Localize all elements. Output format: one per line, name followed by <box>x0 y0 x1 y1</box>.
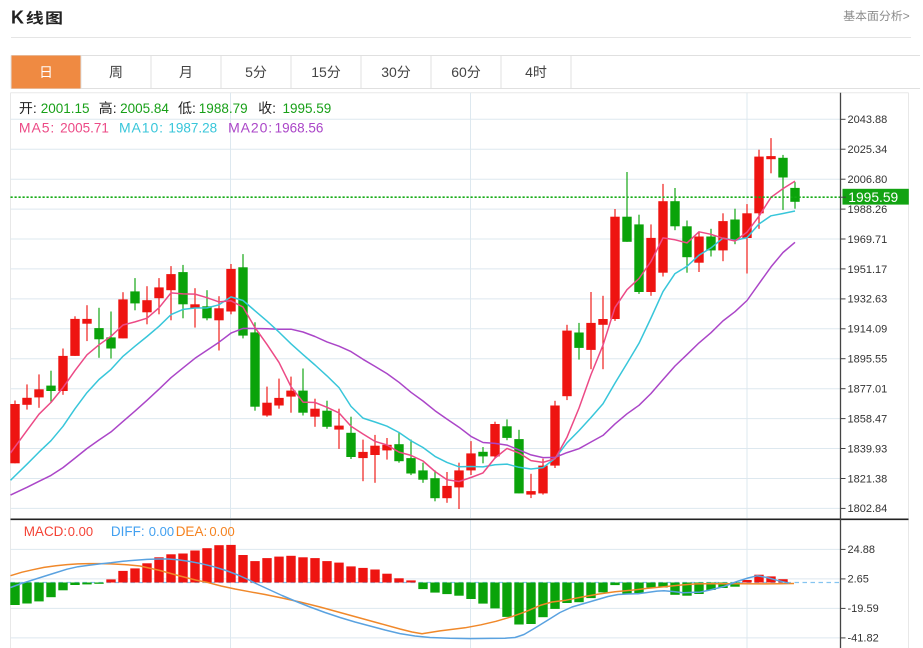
svg-text:1988.26: 1988.26 <box>848 204 888 216</box>
svg-text:1969.71: 1969.71 <box>848 234 888 246</box>
svg-text:MACD:: MACD: <box>24 524 67 539</box>
svg-text:1968.56: 1968.56 <box>275 121 324 136</box>
svg-text:MA10:: MA10: <box>119 120 164 136</box>
svg-text:>: > <box>903 9 910 23</box>
svg-text:15: 15 <box>311 64 327 80</box>
svg-text:MA5:: MA5: <box>19 120 55 136</box>
svg-text:1877.01: 1877.01 <box>848 384 888 396</box>
svg-text:2005.84: 2005.84 <box>120 101 169 116</box>
svg-text::: : <box>272 100 276 116</box>
svg-text:2005.71: 2005.71 <box>60 121 109 136</box>
svg-text:1995.59: 1995.59 <box>283 101 332 116</box>
svg-text:2006.80: 2006.80 <box>848 174 888 186</box>
svg-text:-19.59: -19.59 <box>848 603 879 615</box>
svg-text:DIFF:: DIFF: <box>111 524 145 539</box>
svg-text:1858.47: 1858.47 <box>848 413 888 425</box>
svg-text:0.00: 0.00 <box>149 524 174 539</box>
svg-text:1802.84: 1802.84 <box>848 503 888 515</box>
svg-text:1932.63: 1932.63 <box>848 294 888 306</box>
svg-text:1839.93: 1839.93 <box>848 443 888 455</box>
svg-text:2001.15: 2001.15 <box>41 101 90 116</box>
svg-text:0.00: 0.00 <box>68 524 93 539</box>
svg-text:4: 4 <box>525 64 533 80</box>
svg-text:30: 30 <box>381 64 397 80</box>
svg-text::: : <box>33 100 37 116</box>
svg-text:24.88: 24.88 <box>848 544 876 556</box>
svg-text::: : <box>113 100 117 116</box>
svg-text:DEA:: DEA: <box>176 524 208 539</box>
svg-text:K: K <box>11 7 24 27</box>
svg-text:1951.17: 1951.17 <box>848 264 888 276</box>
svg-text:60: 60 <box>451 64 467 80</box>
svg-text:1987.28: 1987.28 <box>168 121 217 136</box>
svg-text:MA20:: MA20: <box>228 120 273 136</box>
svg-text:5: 5 <box>245 64 253 80</box>
svg-text::: : <box>192 100 196 116</box>
svg-text:1988.79: 1988.79 <box>199 101 248 116</box>
svg-text:0.00: 0.00 <box>209 524 234 539</box>
svg-text:1821.38: 1821.38 <box>848 473 888 485</box>
svg-text:1914.09: 1914.09 <box>848 324 888 336</box>
svg-text:2043.88: 2043.88 <box>848 114 888 126</box>
svg-text:2.65: 2.65 <box>848 574 869 586</box>
svg-text:1995.59: 1995.59 <box>848 190 898 205</box>
svg-text:1895.55: 1895.55 <box>848 354 888 366</box>
svg-text:2025.34: 2025.34 <box>848 144 888 156</box>
svg-text:-41.82: -41.82 <box>848 633 879 645</box>
